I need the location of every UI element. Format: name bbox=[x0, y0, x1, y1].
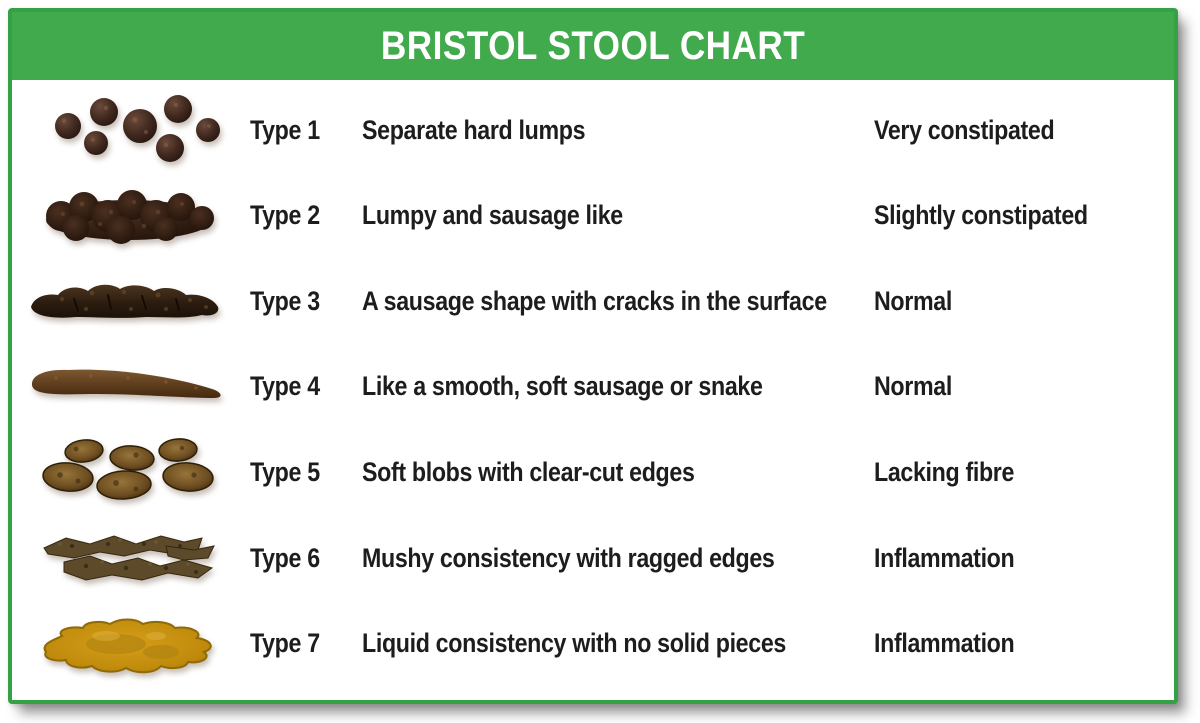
status-label: Very constipated bbox=[874, 114, 1055, 145]
status-label: Inflammation bbox=[874, 628, 1015, 659]
table-row-type-3: Type 3 A sausage shape with cracks in th… bbox=[12, 259, 1174, 343]
type-label: Type 3 bbox=[250, 285, 320, 316]
status-label: Normal bbox=[874, 371, 952, 402]
chart-rows: Type 1 Separate hard lumps Very constipa… bbox=[12, 80, 1174, 700]
description-label: Soft blobs with clear-cut edges bbox=[362, 457, 695, 488]
description-label: Like a smooth, soft sausage or snake bbox=[362, 371, 763, 402]
table-row-type-6: Type 6 Mushy consistency with ragged edg… bbox=[12, 516, 1174, 600]
bristol-stool-chart-card: BRISTOL STOOL CHART bbox=[8, 8, 1178, 704]
type-4-smooth-sausage-icon bbox=[31, 369, 221, 398]
description-label: Separate hard lumps bbox=[362, 114, 586, 145]
table-row-type-4: Type 4 Like a smooth, soft sausage or sn… bbox=[12, 345, 1174, 429]
type-label: Type 5 bbox=[250, 457, 320, 488]
type-3-cracked-sausage-icon bbox=[31, 285, 219, 319]
type-label: Type 7 bbox=[250, 628, 320, 659]
description-label: Liquid consistency with no solid pieces bbox=[362, 628, 786, 659]
status-label: Inflammation bbox=[874, 542, 1015, 573]
type-label: Type 4 bbox=[250, 371, 320, 402]
table-row-type-1: Type 1 Separate hard lumps Very constipa… bbox=[12, 88, 1174, 172]
type-7-liquid-puddle-icon bbox=[43, 618, 212, 674]
type-1-separate-hard-lumps-icon bbox=[55, 95, 220, 162]
chart-title: BRISTOL STOOL CHART bbox=[380, 23, 806, 68]
type-label: Type 6 bbox=[250, 542, 320, 573]
status-label: Normal bbox=[874, 285, 952, 316]
status-label: Lacking fibre bbox=[874, 457, 1015, 488]
status-label: Slightly constipated bbox=[874, 200, 1088, 231]
chart-header: BRISTOL STOOL CHART bbox=[12, 12, 1174, 80]
type-6-mushy-ragged-pieces-icon bbox=[43, 535, 215, 581]
table-row-type-7: Type 7 Liquid consistency with no solid … bbox=[12, 602, 1174, 686]
type-5-soft-blobs-icon bbox=[42, 437, 214, 500]
type-label: Type 2 bbox=[250, 200, 320, 231]
type-label: Type 1 bbox=[250, 114, 320, 145]
description-label: Mushy consistency with ragged edges bbox=[362, 542, 775, 573]
type-2-lumpy-sausage-icon bbox=[46, 189, 214, 244]
table-row-type-5: Type 5 Soft blobs with clear-cut edges L… bbox=[12, 431, 1174, 515]
description-label: A sausage shape with cracks in the surfa… bbox=[362, 285, 827, 316]
table-row-type-2: Type 2 Lumpy and sausage like Slightly c… bbox=[12, 174, 1174, 258]
description-label: Lumpy and sausage like bbox=[362, 200, 623, 231]
